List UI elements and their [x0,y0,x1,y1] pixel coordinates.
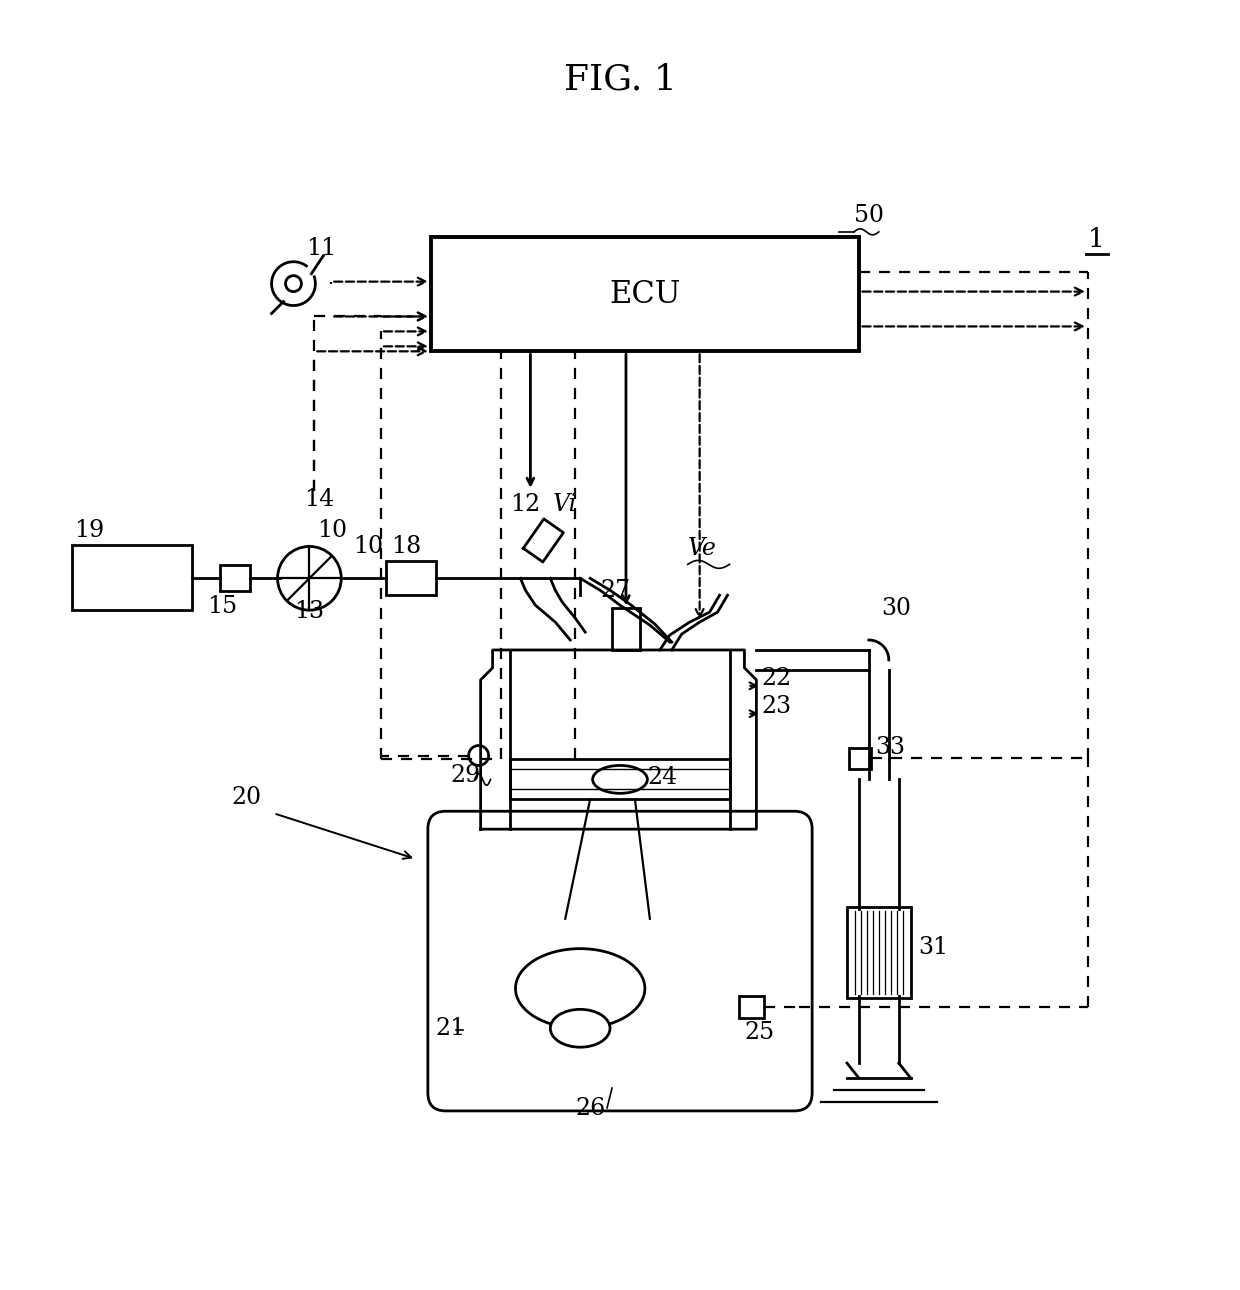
Text: FIG. 1: FIG. 1 [563,63,677,97]
Text: 13: 13 [294,600,325,623]
Ellipse shape [568,904,652,957]
Text: 26: 26 [575,1096,605,1120]
Bar [430,237,859,351]
Text: 27: 27 [600,579,630,602]
Text: Vi: Vi [552,493,577,516]
Bar [739,996,764,1018]
Ellipse shape [590,918,630,943]
Text: 24: 24 [647,766,678,789]
Bar [613,608,640,650]
Text: 10: 10 [317,520,347,543]
FancyBboxPatch shape [428,811,812,1111]
Text: 15: 15 [207,595,237,618]
Text: 30: 30 [880,597,911,620]
Text: 50: 50 [854,204,884,227]
Text: 19: 19 [74,520,104,543]
Text: 25: 25 [744,1022,775,1044]
Bar [849,747,870,769]
Ellipse shape [593,765,647,793]
Text: ECU: ECU [609,279,681,310]
Text: 20: 20 [232,787,262,809]
Text: 10: 10 [353,535,383,559]
Bar [847,907,910,998]
Ellipse shape [516,948,645,1028]
Bar [511,760,729,800]
Text: 29: 29 [451,765,481,787]
Text: 21: 21 [435,1018,466,1040]
Text: 12: 12 [511,493,541,516]
Circle shape [278,547,341,610]
Text: 22: 22 [761,667,791,690]
Text: 14: 14 [305,488,335,511]
Text: 33: 33 [875,737,905,760]
Text: Ve: Ve [688,538,717,560]
Text: 18: 18 [391,535,422,559]
Circle shape [469,746,489,765]
Text: 31: 31 [919,935,949,958]
Circle shape [285,276,301,292]
Bar [386,561,435,595]
Text: 11: 11 [306,237,337,259]
Bar [72,546,192,610]
Ellipse shape [551,1009,610,1047]
Bar [219,565,249,591]
Text: 1: 1 [1087,227,1105,252]
Text: 23: 23 [761,695,791,717]
